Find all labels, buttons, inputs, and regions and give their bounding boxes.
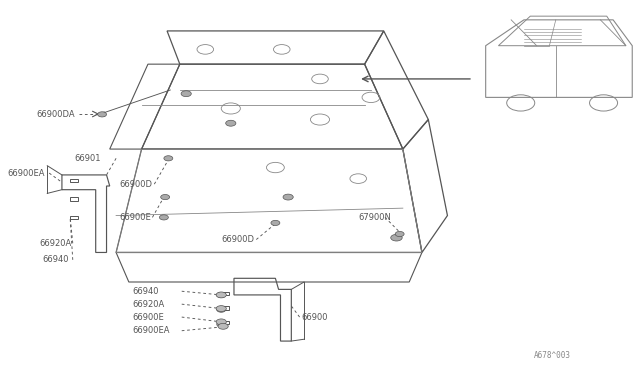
- Text: 67900N: 67900N: [358, 213, 391, 222]
- Bar: [221, 307, 229, 310]
- Circle shape: [395, 231, 404, 237]
- Text: 66900E: 66900E: [132, 312, 164, 321]
- Bar: [70, 197, 78, 201]
- Circle shape: [283, 194, 293, 200]
- Text: 66940: 66940: [43, 255, 69, 264]
- Text: 66920A: 66920A: [132, 300, 164, 309]
- Circle shape: [217, 292, 226, 298]
- Text: 66920A: 66920A: [40, 239, 72, 248]
- Circle shape: [391, 234, 402, 241]
- Circle shape: [164, 156, 173, 161]
- Circle shape: [226, 120, 236, 126]
- Circle shape: [216, 306, 227, 311]
- Bar: [70, 179, 78, 182]
- Circle shape: [159, 215, 168, 220]
- Circle shape: [181, 91, 191, 97]
- Text: 66900DA: 66900DA: [36, 109, 75, 119]
- Text: 66901: 66901: [75, 154, 101, 163]
- Circle shape: [217, 322, 226, 327]
- Circle shape: [216, 292, 227, 298]
- Text: 66900: 66900: [301, 312, 328, 321]
- Circle shape: [161, 195, 170, 200]
- Text: 66900E: 66900E: [119, 213, 151, 222]
- Bar: [221, 292, 229, 295]
- Circle shape: [216, 319, 227, 325]
- Circle shape: [271, 220, 280, 225]
- Bar: [70, 215, 78, 219]
- Text: 66940: 66940: [132, 287, 159, 296]
- Text: 66900D: 66900D: [221, 235, 254, 244]
- Circle shape: [217, 307, 226, 312]
- Text: 66900D: 66900D: [119, 180, 152, 189]
- Text: A678^003: A678^003: [534, 351, 570, 360]
- Bar: [221, 321, 229, 324]
- Text: 66900EA: 66900EA: [8, 169, 45, 177]
- Circle shape: [98, 112, 106, 117]
- Polygon shape: [99, 112, 104, 116]
- Circle shape: [218, 323, 228, 329]
- Text: 66900EA: 66900EA: [132, 326, 170, 335]
